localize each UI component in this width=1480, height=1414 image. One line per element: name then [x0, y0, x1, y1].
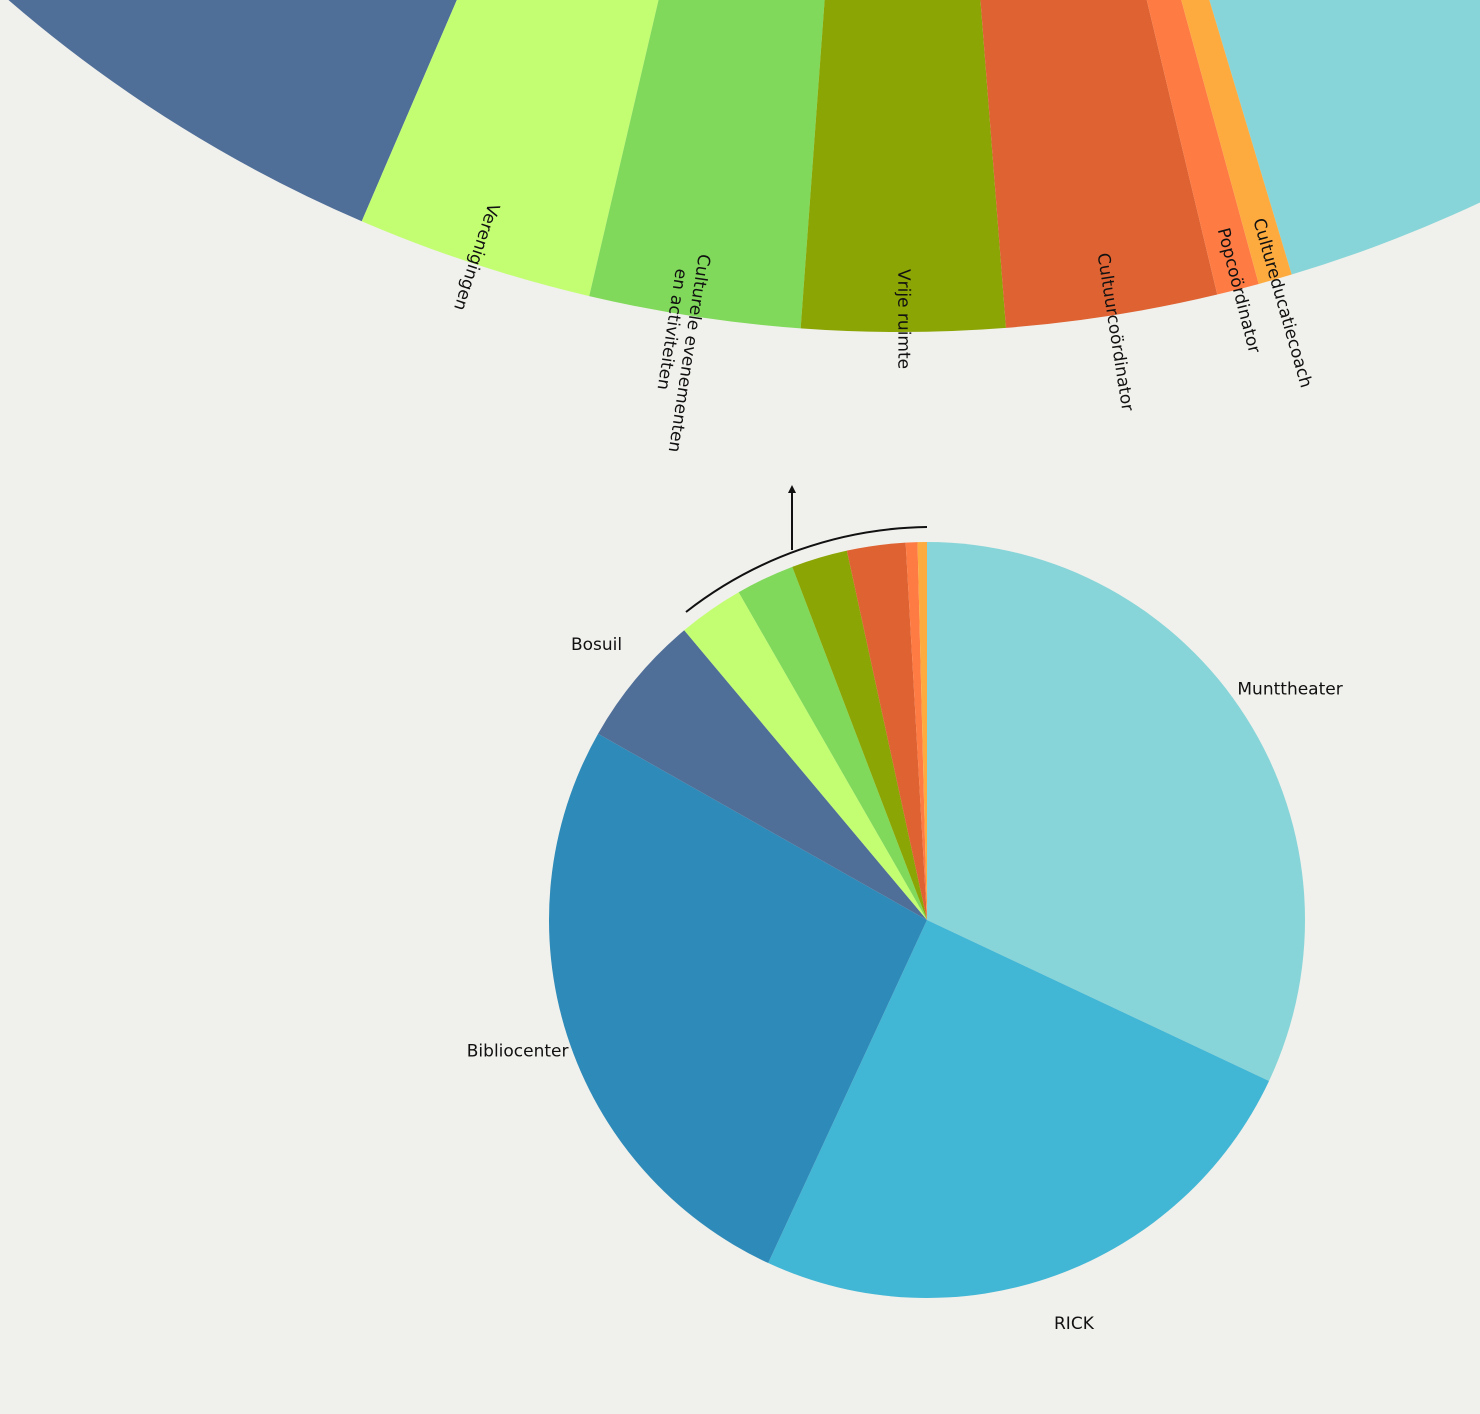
- pie-slice: [598, 630, 927, 920]
- pie-slice: [768, 920, 1270, 1298]
- zoom-arrow: [788, 485, 796, 493]
- zoom-slice: [361, 0, 659, 297]
- pie: Munttheater RICK Bibliocenter Bosuil: [467, 542, 1343, 1334]
- zoom-slice: [980, 0, 1218, 328]
- slice-label: RICK: [1054, 1314, 1095, 1334]
- zoom-bracket: [685, 526, 928, 613]
- slice-label: Bosuil: [571, 635, 622, 655]
- zoom-slice: [1146, 0, 1259, 295]
- zoom-slice: [589, 0, 825, 329]
- pie-slice: [917, 542, 927, 920]
- pie-slice: [792, 550, 927, 920]
- slice-label: Bibliocenter: [467, 1042, 569, 1062]
- pie-slice: [846, 542, 927, 920]
- pie-slice: [738, 566, 927, 920]
- pie-slice: [684, 592, 927, 920]
- zoom-slice: [1181, 0, 1292, 284]
- pie-slice: [927, 542, 1305, 1081]
- zoom-slice: [8, 0, 457, 222]
- zoom-ring: Verenigingen Culturele evenementenen acti…: [8, 0, 1480, 454]
- zoom-slice: [1209, 0, 1480, 275]
- pie-slice: [549, 733, 927, 1264]
- zoom-label: Vrije ruimte: [893, 269, 913, 369]
- zoom-slice: [800, 0, 1006, 332]
- pie-slice: [905, 542, 927, 920]
- slice-label: Munttheater: [1237, 680, 1342, 700]
